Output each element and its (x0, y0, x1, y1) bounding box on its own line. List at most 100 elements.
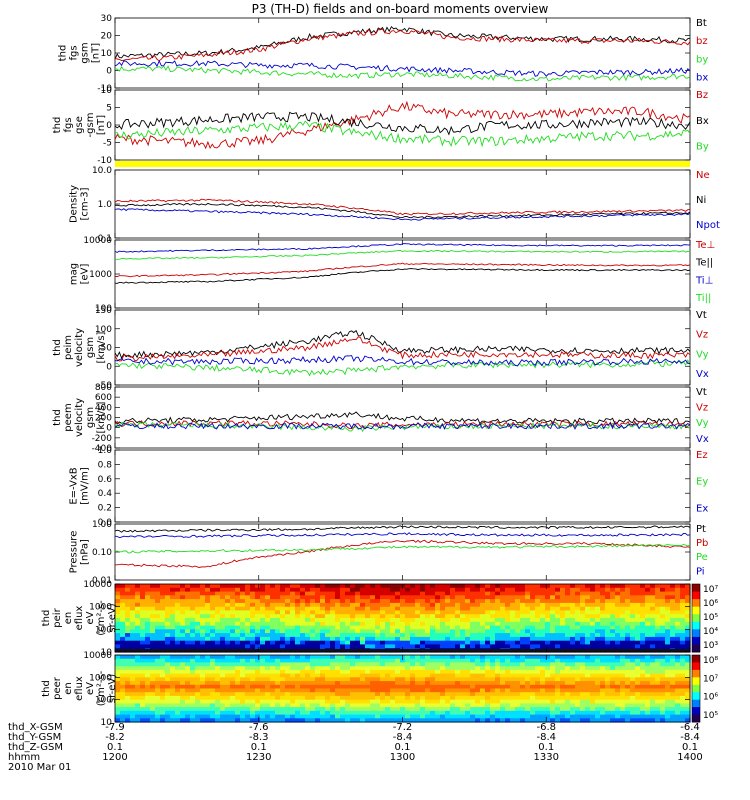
spectrogram-cell (125, 688, 131, 693)
spectrogram-cell (400, 591, 406, 596)
spectrogram-cell (160, 599, 166, 604)
spectrogram-cell (300, 666, 306, 671)
spectrogram-cell (415, 662, 421, 667)
spectrogram-cell (445, 625, 451, 630)
spectrogram-cell (120, 591, 126, 596)
spectrogram-cell (220, 669, 226, 675)
spectrogram-cell (115, 673, 121, 678)
spectrogram-cell (665, 599, 671, 604)
spectrogram-cell (240, 618, 246, 623)
spectrogram-cell (530, 692, 536, 697)
spectrogram-cell (125, 666, 131, 671)
spectrogram-cell (555, 673, 561, 678)
spectrogram-cell (130, 640, 136, 646)
spectrogram-cell (265, 662, 271, 667)
spectrogram-cell (260, 602, 266, 608)
spectrogram-cell (515, 602, 521, 608)
spectrogram-cell (675, 684, 681, 690)
spectrogram-cell (580, 658, 586, 663)
spectrogram-cell (320, 644, 326, 649)
spectrogram-cell (615, 621, 621, 627)
spectrogram-cell (270, 595, 276, 600)
spectrogram-cell (545, 710, 551, 716)
spectrogram-cell (405, 677, 411, 682)
spectrogram-cell (250, 591, 256, 596)
spectrogram-cell (600, 695, 606, 701)
spectrogram-cell (310, 666, 316, 671)
spectrogram-cell (405, 658, 411, 663)
spectrogram-cell (425, 699, 431, 704)
spectrogram-cell (355, 669, 361, 675)
spectrogram-cell (345, 640, 351, 646)
spectrogram-cell (220, 591, 226, 596)
spectrogram-cell (625, 677, 631, 682)
spectrogram-cell (160, 621, 166, 627)
spectrogram-cell (570, 636, 576, 642)
spectrogram-cell (290, 614, 296, 619)
spectrogram-cell (565, 591, 571, 596)
spectrogram-cell (545, 677, 551, 682)
spectrogram-cell (255, 710, 261, 716)
spectrogram-cell (640, 703, 646, 708)
spectrogram-cell (270, 692, 276, 697)
spectrogram-cell (310, 677, 316, 682)
spectrogram-cell (505, 602, 511, 608)
spectrogram-cell (370, 662, 376, 667)
spectrogram-cell (390, 677, 396, 682)
spectrogram-cell (175, 640, 181, 646)
spectrogram-cell (390, 621, 396, 627)
spectrogram-cell (480, 606, 486, 612)
spectrogram-cell (220, 587, 226, 593)
spectrogram-cell (430, 618, 436, 623)
spectrogram-cell (630, 684, 636, 690)
spectrogram-cell (355, 684, 361, 690)
spectrogram-cell (505, 695, 511, 701)
spectrogram-cell (470, 595, 476, 600)
spectrogram-cell (650, 681, 656, 686)
colorbar-segment (692, 677, 700, 686)
spectrogram-cell (275, 692, 281, 697)
spectrogram-cell (565, 662, 571, 667)
spectrogram-cell (250, 677, 256, 682)
spectrogram-cell (345, 610, 351, 615)
y-axis-label-line: [km/s] (96, 401, 107, 433)
spectrogram-cell (465, 621, 471, 627)
spectrogram-cell (475, 688, 481, 693)
spectrogram-cell (565, 666, 571, 671)
spectrogram-cell (570, 602, 576, 608)
spectrogram-cell (305, 703, 311, 708)
spectrogram-cell (550, 669, 556, 675)
spectrogram-cell (495, 669, 501, 675)
spectrogram-cell (655, 621, 661, 627)
spectrogram-cell (625, 662, 631, 667)
spectrogram-cell (285, 633, 291, 638)
spectrogram-cell (610, 666, 616, 671)
spectrogram-cell (565, 621, 571, 627)
spectrogram-cell (125, 599, 131, 604)
spectrogram-cell (475, 692, 481, 697)
spectrogram-cell (545, 636, 551, 642)
spectrogram-cell (140, 673, 146, 678)
spectrogram-cell (200, 714, 206, 719)
spectrogram-cell (250, 695, 256, 701)
spectrogram-cell (480, 669, 486, 675)
spectrogram-cell (220, 684, 226, 690)
spectrogram-cell (495, 710, 501, 716)
spectrogram-cell (480, 599, 486, 604)
spectrogram-cell (590, 636, 596, 642)
spectrogram-cell (200, 621, 206, 627)
spectrogram-cell (485, 695, 491, 701)
spectrogram-cell (235, 599, 241, 604)
spectrogram-cell (655, 658, 661, 663)
spectrogram-cell (350, 681, 356, 686)
spectrogram-cell (395, 666, 401, 671)
spectrogram-cell (260, 669, 266, 675)
spectrogram-cell (420, 688, 426, 693)
spectrogram-cell (595, 677, 601, 682)
spectrogram-cell (450, 633, 456, 638)
y-axis-label-line: gsm (85, 337, 96, 358)
y-tick-label: 0.10 (92, 548, 112, 558)
spectrogram-cell (280, 621, 286, 627)
spectrogram-cell (635, 688, 641, 693)
spectrogram-cell (120, 673, 126, 678)
